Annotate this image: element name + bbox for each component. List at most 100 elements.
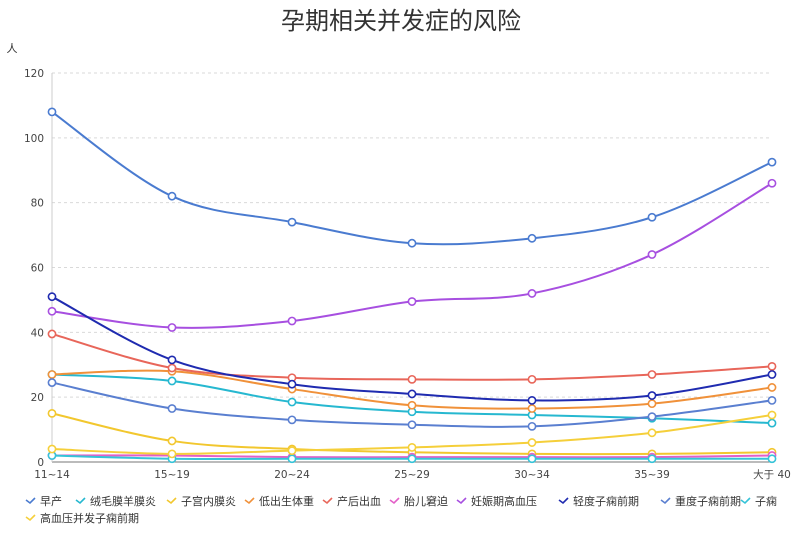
y-tick-label: 80: [31, 198, 44, 210]
legend-item[interactable]: 轻度子痫前期: [558, 494, 639, 508]
data-point[interactable]: [767, 383, 777, 392]
data-point[interactable]: [527, 374, 537, 384]
legend-item[interactable]: 重度子痫前期: [660, 494, 741, 508]
legend-label: 子痫: [755, 494, 777, 508]
data-point[interactable]: [527, 396, 537, 405]
legend-item[interactable]: 早产: [25, 494, 62, 508]
legend-item[interactable]: 高血压并发子痫前期: [25, 511, 139, 525]
legend-marker-icon: [244, 497, 255, 505]
data-point[interactable]: [527, 233, 537, 243]
series-11: [47, 410, 777, 459]
legend-label: 早产: [40, 494, 62, 508]
series-1: [47, 107, 777, 248]
legend-item[interactable]: 胎儿窘迫: [389, 494, 448, 508]
legend-item[interactable]: 绒毛膜羊膜炎: [75, 494, 156, 508]
legend-item[interactable]: 子痫: [740, 494, 777, 508]
data-point[interactable]: [167, 376, 177, 386]
data-point[interactable]: [167, 404, 177, 413]
data-point[interactable]: [47, 107, 57, 117]
data-point[interactable]: [767, 178, 777, 188]
data-point[interactable]: [167, 191, 177, 201]
legend-marker-icon: [558, 497, 569, 505]
data-point[interactable]: [767, 410, 777, 420]
data-point[interactable]: [527, 404, 537, 413]
series-line: [51, 111, 773, 246]
data-point[interactable]: [767, 157, 777, 167]
data-point[interactable]: [47, 408, 57, 418]
data-point[interactable]: [647, 428, 657, 438]
legend-marker-icon: [75, 497, 86, 505]
x-tick-label: 35~39: [634, 469, 670, 481]
data-point[interactable]: [47, 370, 57, 379]
data-point[interactable]: [407, 374, 417, 384]
data-point[interactable]: [647, 391, 657, 400]
data-point[interactable]: [47, 444, 57, 454]
x-tick-label: 15~19: [154, 469, 190, 481]
data-point[interactable]: [407, 443, 417, 452]
data-point[interactable]: [407, 297, 417, 306]
data-point[interactable]: [167, 323, 177, 332]
legend-label: 轻度子痫前期: [573, 494, 639, 508]
y-tick-label: 20: [31, 392, 44, 404]
data-point[interactable]: [647, 454, 657, 464]
series-line: [51, 332, 773, 381]
legend-item[interactable]: 子宫内膜炎: [166, 494, 236, 508]
data-point[interactable]: [767, 418, 777, 428]
data-point[interactable]: [47, 306, 57, 316]
data-point[interactable]: [167, 355, 177, 365]
data-point[interactable]: [287, 446, 297, 456]
legend-item[interactable]: 低出生体重: [244, 494, 314, 508]
data-point[interactable]: [767, 396, 777, 405]
legend-marker-icon: [389, 497, 400, 505]
data-point[interactable]: [407, 238, 417, 248]
data-point[interactable]: [167, 449, 177, 459]
legend-label: 胎儿窘迫: [404, 494, 448, 508]
data-point[interactable]: [287, 415, 297, 425]
legend-marker-icon: [25, 497, 36, 505]
grid: [52, 72, 772, 398]
data-point[interactable]: [47, 329, 57, 339]
legend-label: 低出生体重: [259, 494, 314, 508]
data-point[interactable]: [647, 370, 657, 379]
data-point[interactable]: [767, 370, 777, 379]
data-point[interactable]: [407, 400, 417, 410]
data-point[interactable]: [47, 378, 57, 387]
data-point[interactable]: [647, 412, 657, 422]
data-point[interactable]: [527, 289, 537, 298]
y-tick-label: 100: [24, 133, 44, 145]
data-point[interactable]: [287, 217, 297, 227]
data-point[interactable]: [287, 397, 297, 407]
data-point[interactable]: [287, 379, 297, 389]
series-7: [47, 178, 777, 332]
data-point[interactable]: [407, 420, 417, 430]
legend-marker-icon: [456, 497, 467, 505]
data-point[interactable]: [527, 421, 537, 431]
x-tick-label: 11~14: [34, 469, 70, 481]
data-point[interactable]: [647, 212, 657, 222]
data-point[interactable]: [647, 250, 657, 259]
legend-label: 妊娠期高血压: [471, 494, 537, 508]
series-9: [47, 378, 777, 431]
data-point[interactable]: [167, 363, 177, 373]
legend-marker-icon: [166, 497, 177, 505]
y-tick-label: 40: [31, 327, 44, 339]
data-point[interactable]: [287, 316, 297, 326]
data-point[interactable]: [767, 454, 777, 464]
x-tick-label: 20~24: [274, 469, 310, 481]
data-point[interactable]: [407, 389, 417, 399]
data-point[interactable]: [47, 292, 57, 302]
legend-label: 产后出血: [337, 494, 381, 508]
legend-item[interactable]: 产后出血: [322, 494, 381, 508]
data-point[interactable]: [527, 438, 537, 447]
legend-item[interactable]: 妊娠期高血压: [456, 494, 537, 508]
data-point[interactable]: [167, 436, 177, 446]
data-point[interactable]: [287, 454, 297, 464]
legend-label: 绒毛膜羊膜炎: [90, 494, 156, 508]
data-point[interactable]: [767, 361, 777, 371]
data-point[interactable]: [647, 399, 657, 409]
data-point[interactable]: [527, 454, 537, 464]
data-point[interactable]: [407, 454, 417, 464]
series-8: [47, 292, 777, 405]
series-line: [51, 295, 773, 402]
legend-label: 高血压并发子痫前期: [40, 511, 139, 525]
